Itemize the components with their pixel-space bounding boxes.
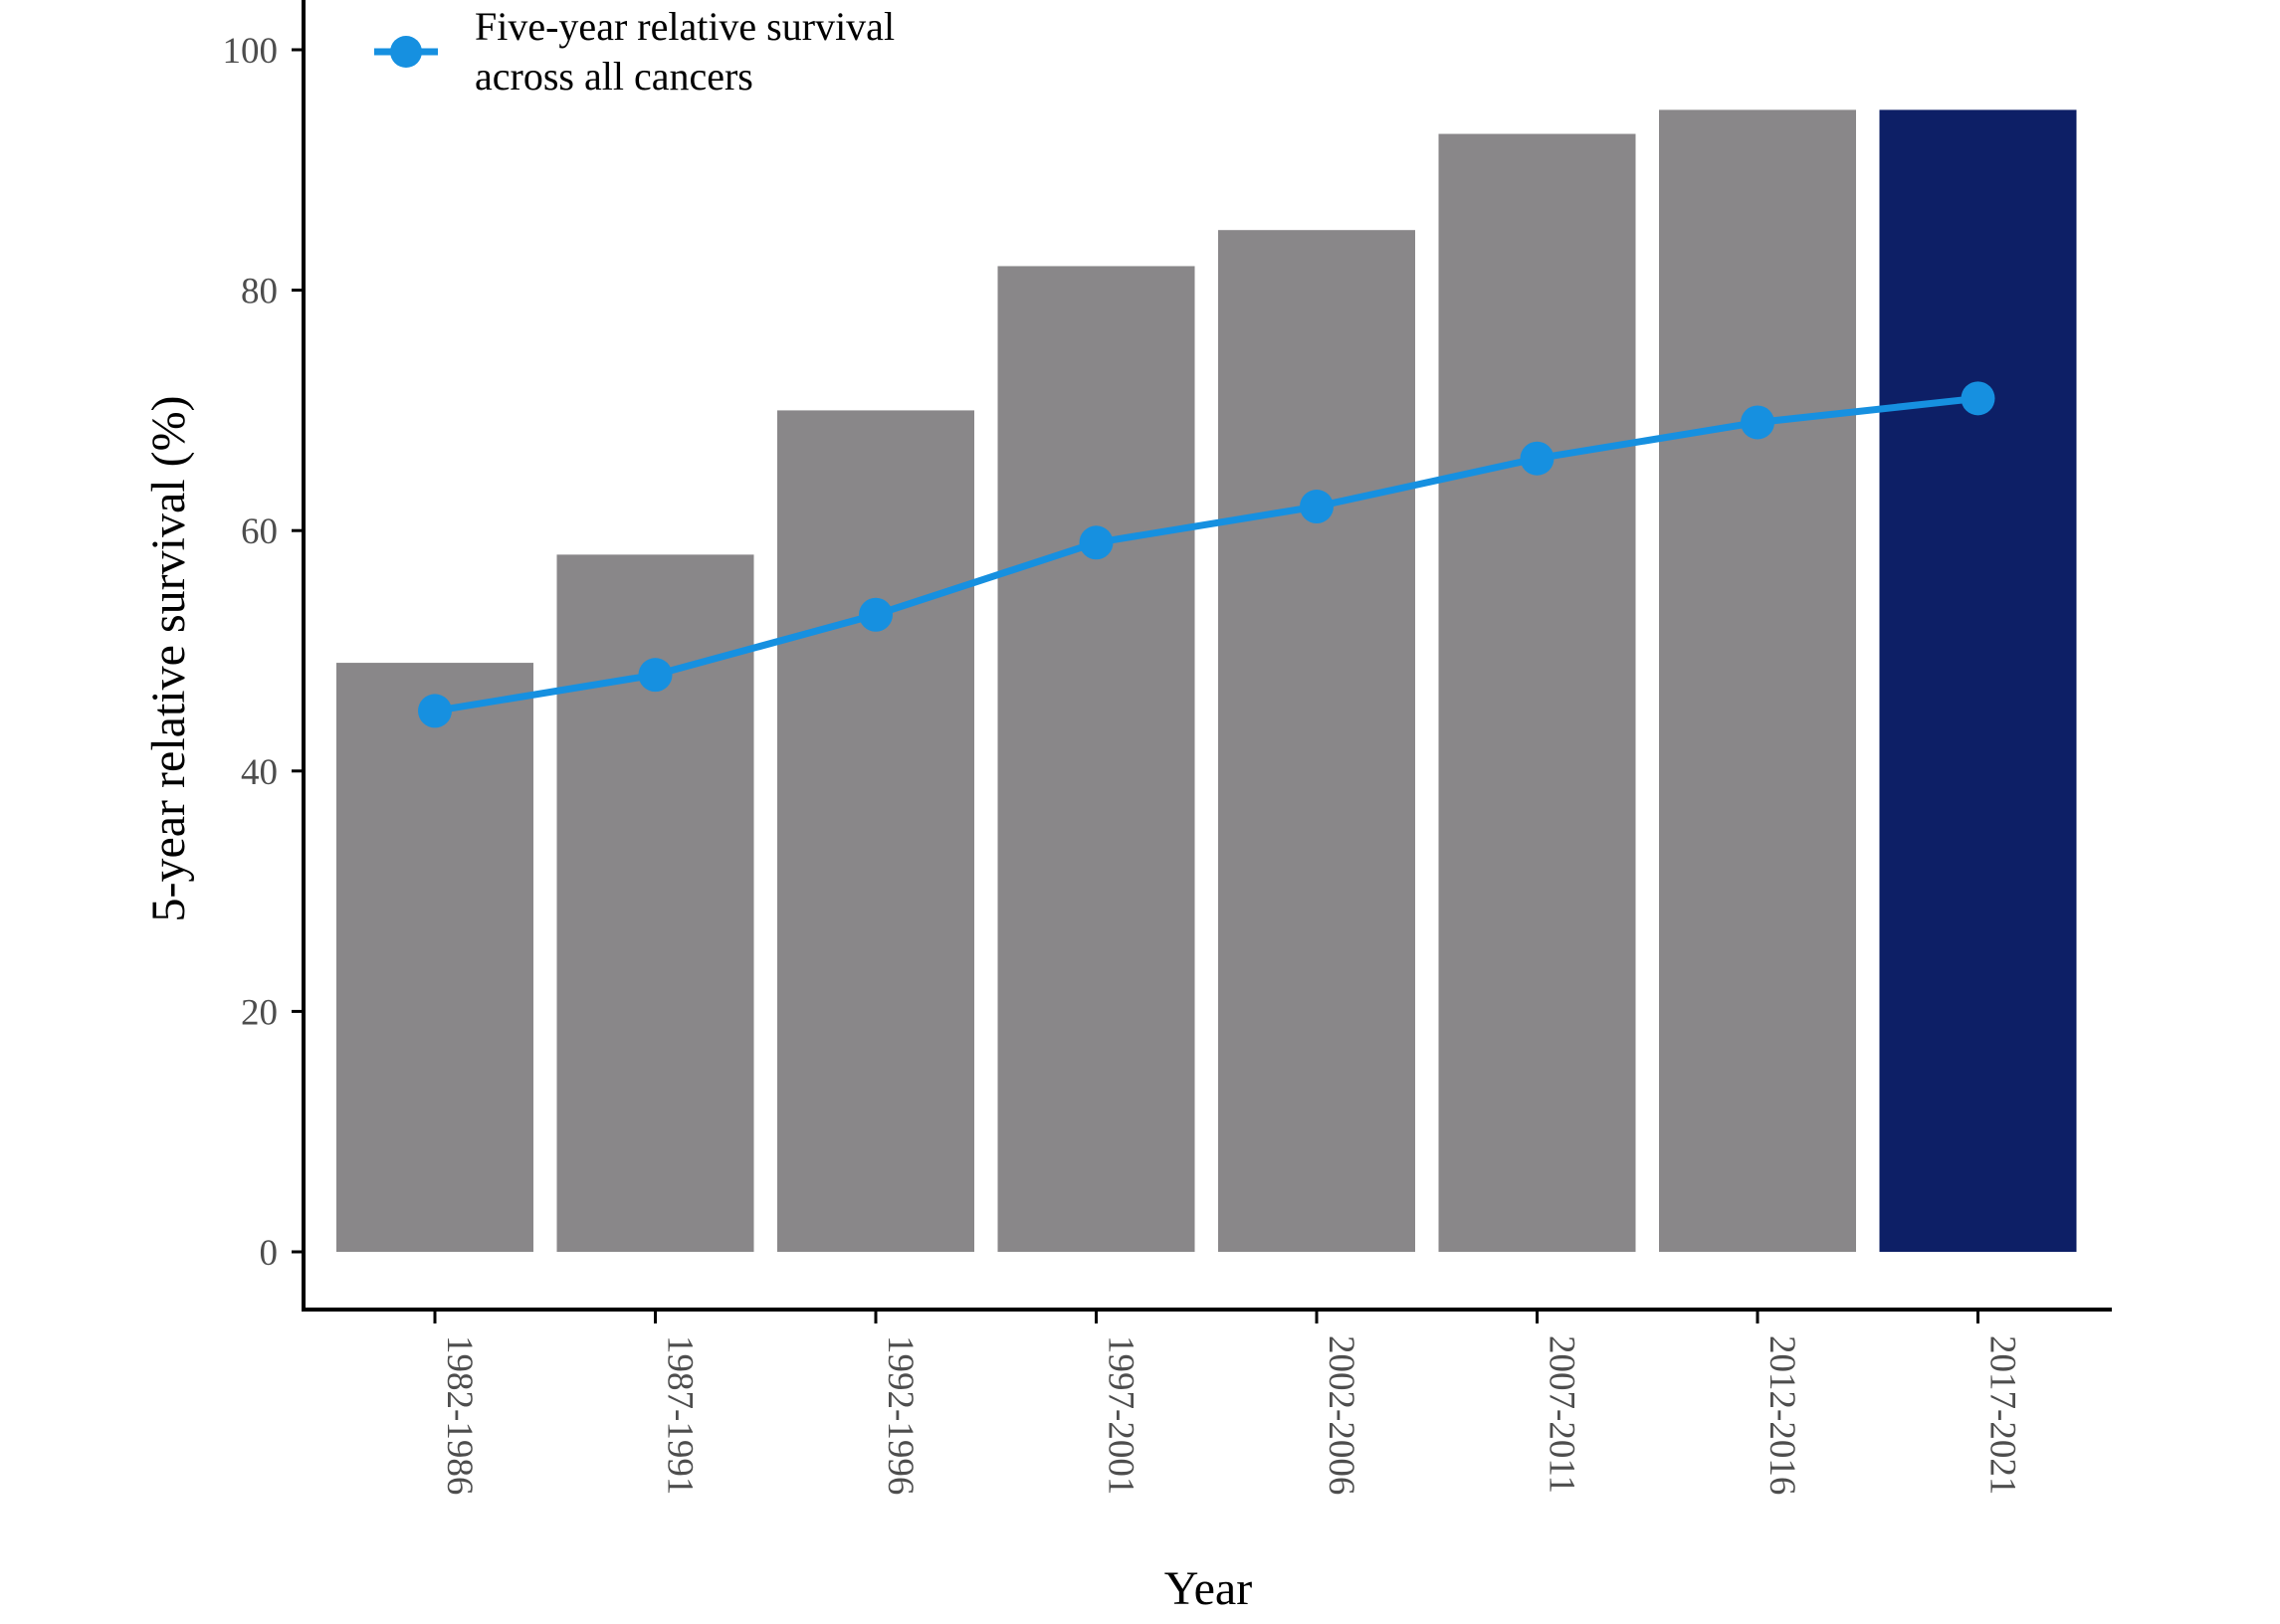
series-point-1997-2001 <box>1079 525 1114 560</box>
bar-1997-2001 <box>997 266 1195 1252</box>
y-tick-label-60: 60 <box>241 511 278 552</box>
bar-2012-2016 <box>1659 109 1856 1252</box>
series-line-0 <box>434 394 1978 714</box>
series-point-1982-1986 <box>418 694 452 728</box>
series-point-1992-1996 <box>859 597 893 632</box>
line-series-layer <box>418 381 1995 728</box>
x-tick-label-1997-2001: 1997-2001 <box>1101 1335 1141 1495</box>
x-axis-title: Year <box>1164 1562 1252 1615</box>
series-point-2017-2021 <box>1961 381 1995 416</box>
bar-2002-2006 <box>1218 230 1415 1253</box>
axes-layer <box>302 0 2112 1312</box>
series-point-2007-2011 <box>1520 441 1555 476</box>
x-tick-label-2007-2011: 2007-2011 <box>1542 1335 1582 1494</box>
legend-marker-swatch <box>390 36 422 68</box>
x-tick-label-1982-1986: 1982-1986 <box>439 1335 480 1495</box>
bars-layer <box>336 109 2077 1253</box>
legend-label-line-2: across all cancers <box>475 54 753 99</box>
y-axis-title: 5-year relative survival (%) <box>142 395 195 921</box>
y-tick-label-80: 80 <box>241 272 278 312</box>
x-tick-label-2012-2016: 2012-2016 <box>1762 1335 1802 1495</box>
series-point-2012-2016 <box>1741 405 1774 440</box>
x-ticks: 1982-1986 1987-1991 1992-1996 1997-2001 2002… <box>433 1310 2023 1495</box>
bar-2007-2011 <box>1438 133 1636 1252</box>
x-tick-label-1992-1996: 1992-1996 <box>880 1335 921 1495</box>
y-ticks: 0 20 40 60 80 100 <box>223 31 304 1274</box>
x-tick-label-1987-1991: 1987-1991 <box>660 1335 701 1495</box>
y-tick-label-100: 100 <box>223 31 279 72</box>
y-tick-label-0: 0 <box>260 1233 279 1274</box>
x-tick-label-2017-2021: 2017-2021 <box>1982 1335 2023 1495</box>
bar-1992-1996 <box>777 410 974 1252</box>
x-tick-label-2002-2006: 2002-2006 <box>1321 1335 1361 1495</box>
y-tick-label-20: 20 <box>241 992 278 1033</box>
series-point-1987-1991 <box>638 658 673 693</box>
legend: Five-year relative survival across all c… <box>374 4 895 99</box>
series-point-2002-2006 <box>1300 490 1334 524</box>
bar-1982-1986 <box>336 663 533 1252</box>
y-tick-label-40: 40 <box>241 752 278 793</box>
bar-2017-2021 <box>1879 109 2077 1252</box>
legend-label-line-1: Five-year relative survival <box>475 4 895 49</box>
